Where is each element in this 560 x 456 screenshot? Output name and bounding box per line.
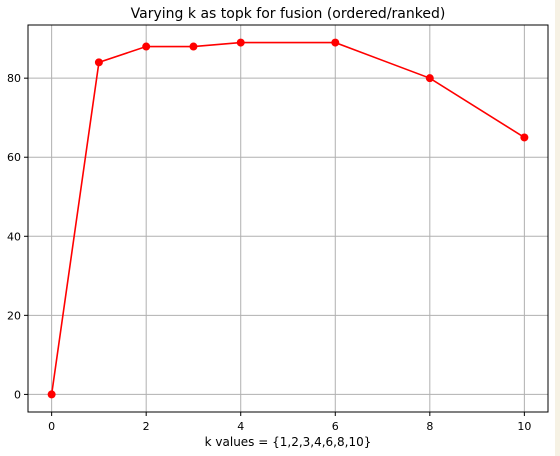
x-tick-label: 10 — [517, 420, 531, 433]
grid-lines — [28, 25, 548, 412]
x-axis-label: k values = {1,2,3,4,6,8,10} — [205, 435, 372, 449]
y-tick-label: 80 — [7, 72, 21, 85]
data-point — [189, 42, 198, 51]
data-point — [520, 133, 529, 142]
chart-title: Varying k as topk for fusion (ordered/ra… — [131, 6, 446, 22]
series-line — [50, 41, 525, 395]
x-tick-label: 2 — [143, 420, 150, 433]
x-tick-label: 8 — [426, 420, 433, 433]
data-point — [94, 58, 103, 67]
plot-area-frame — [27, 24, 549, 413]
x-tick-label: 0 — [48, 420, 55, 433]
y-tick-label: 60 — [7, 151, 21, 164]
y-tick-label: 20 — [7, 309, 21, 322]
y-tick-label: 40 — [7, 230, 21, 243]
data-point — [142, 42, 151, 51]
y-tick-label: 0 — [14, 388, 21, 401]
x-tick-label: 4 — [237, 420, 244, 433]
window-edge — [555, 0, 560, 456]
axis-ticks: 0 2 4 6 8 10 0 20 40 60 80 — [7, 72, 531, 433]
data-point — [331, 38, 340, 47]
x-tick-label: 6 — [332, 420, 339, 433]
data-point — [236, 38, 245, 47]
data-point — [47, 390, 56, 399]
plot-series — [47, 38, 529, 399]
data-point — [425, 74, 434, 83]
